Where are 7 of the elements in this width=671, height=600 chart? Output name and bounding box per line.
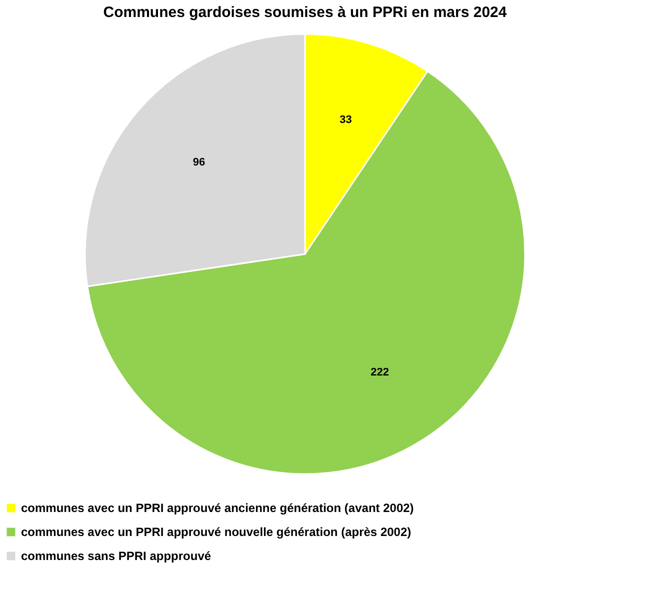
data-label: 222 [370,366,390,378]
chart-title: Communes gardoises soumises à un PPRi en mars 2024 [103,4,508,21]
legend-label: communes avec un PPRI approuvé nouvelle génération (après 2002) [21,525,412,539]
legend-label: communes avec un PPRI approuvé ancienne génération (avant 2002) [21,501,414,515]
data-label: 33 [340,114,352,126]
data-label: 96 [192,156,206,169]
legend-label: communes sans PPRI appprouvé [21,549,212,563]
